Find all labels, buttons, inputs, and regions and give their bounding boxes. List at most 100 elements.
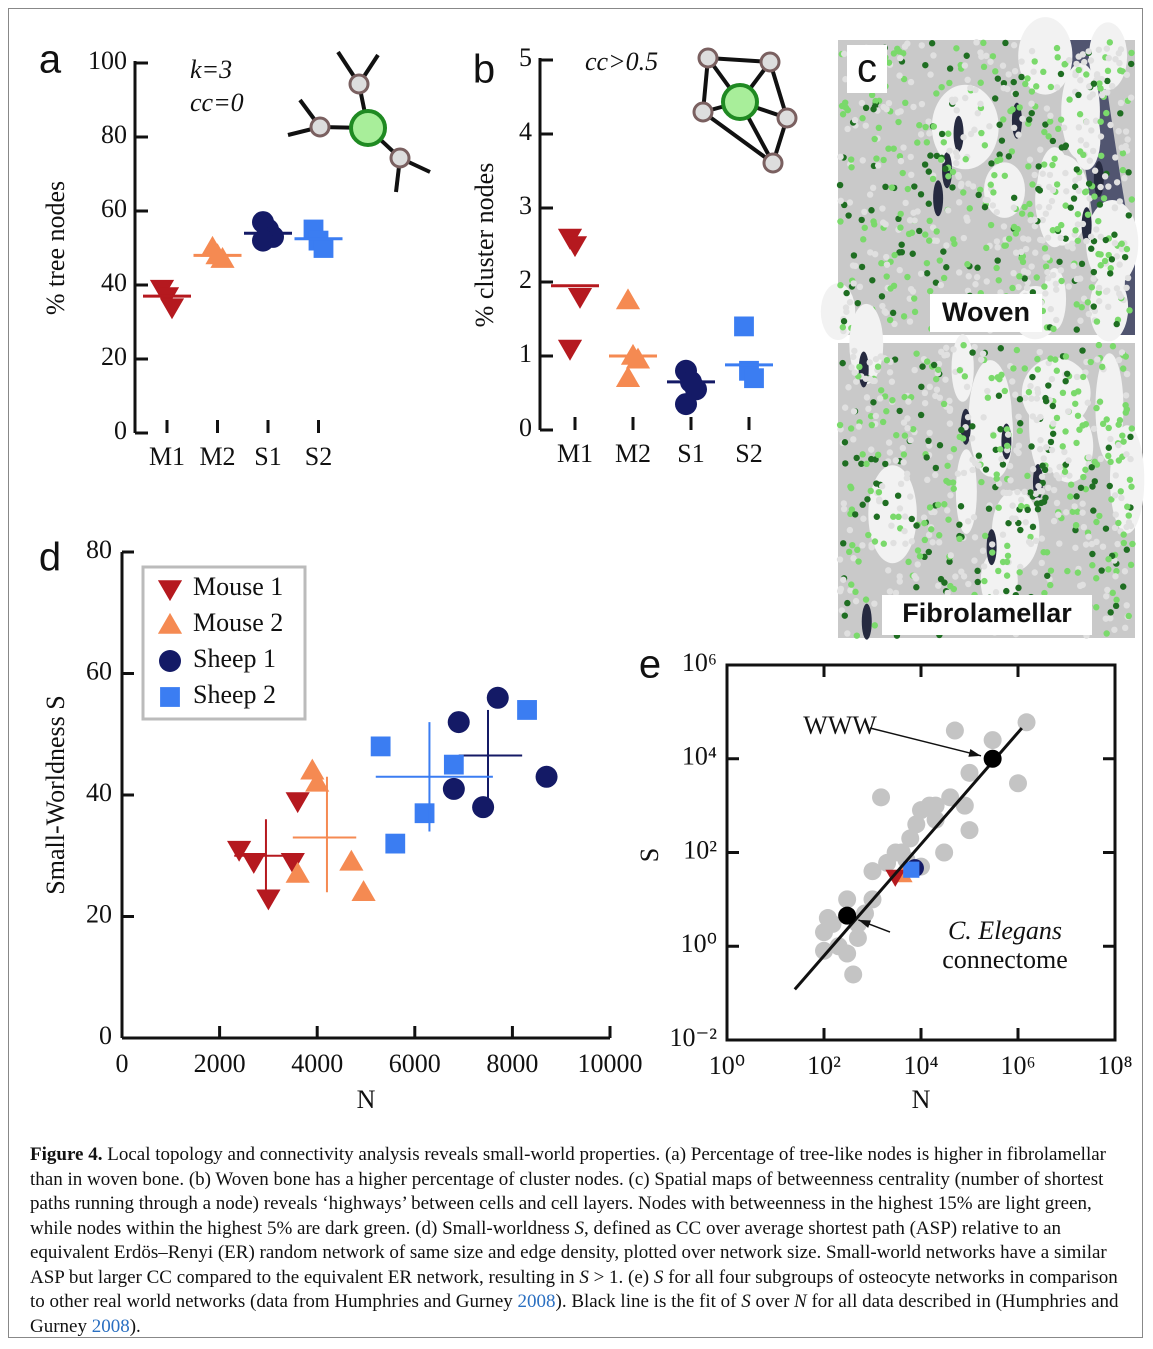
map-node — [844, 599, 851, 607]
map-node — [1089, 550, 1096, 558]
map-node — [893, 431, 900, 439]
map-node — [1073, 301, 1080, 308]
annotation: k=3 — [190, 55, 232, 84]
map-node — [900, 451, 908, 458]
figure-caption: Figure 4. Local topology and connectivit… — [30, 1143, 1135, 1339]
map-node — [1119, 432, 1126, 439]
map-node — [1018, 58, 1025, 65]
map-node — [1062, 202, 1069, 209]
map-node — [1093, 604, 1100, 611]
map-node — [1123, 71, 1131, 78]
map-node — [1041, 283, 1048, 290]
map-node — [1053, 286, 1060, 293]
map-node — [1029, 523, 1037, 531]
map-node — [1047, 305, 1055, 313]
map-node — [936, 394, 944, 401]
x-tick-label: 6000 — [389, 1049, 441, 1078]
map-node — [1010, 365, 1017, 372]
map-node — [991, 171, 998, 179]
map-node — [933, 375, 940, 383]
map-node — [1108, 496, 1115, 503]
map-node — [1064, 567, 1071, 575]
map-node — [960, 469, 968, 477]
map-node — [978, 129, 985, 137]
map-node — [983, 52, 990, 60]
map-node — [1113, 596, 1120, 604]
map-node — [981, 577, 988, 585]
map-node — [1034, 389, 1042, 397]
map-node — [964, 287, 972, 294]
map-node — [1121, 568, 1129, 575]
map-node — [900, 75, 908, 83]
data-point — [210, 247, 235, 268]
map-node — [1075, 187, 1083, 194]
map-node — [1039, 170, 1046, 177]
map-node — [930, 52, 937, 59]
map-node — [860, 236, 867, 243]
map-node — [1010, 124, 1018, 132]
map-node — [907, 153, 914, 161]
map-node — [1012, 90, 1019, 98]
map-node — [1049, 161, 1056, 169]
x-tick-label: S1 — [254, 442, 281, 471]
caption-link[interactable]: 2008 — [517, 1291, 556, 1312]
caption-text: S — [579, 1266, 589, 1288]
map-node — [1096, 80, 1103, 87]
map-node — [1097, 262, 1104, 269]
map-node — [894, 492, 902, 499]
map-node — [1090, 507, 1097, 514]
map-node — [971, 557, 978, 564]
map-node — [1077, 484, 1085, 491]
map-node — [899, 444, 907, 452]
map-node — [883, 357, 891, 364]
data-point — [447, 711, 470, 734]
map-node — [1126, 307, 1133, 314]
map-node — [1052, 356, 1059, 363]
map-node — [840, 576, 847, 583]
map-node — [1038, 535, 1046, 542]
map-node — [1059, 389, 1067, 397]
map-node — [1048, 197, 1056, 205]
map-node — [1079, 500, 1086, 507]
map-node — [1074, 221, 1082, 228]
map-node — [1024, 269, 1032, 276]
map-node — [870, 399, 877, 406]
map-node — [979, 547, 987, 554]
annotation: WWW — [803, 711, 877, 740]
data-point — [1017, 713, 1036, 732]
map-node — [1095, 341, 1103, 349]
map-node — [988, 541, 996, 548]
map-node — [1031, 569, 1038, 576]
map-node — [997, 446, 1004, 453]
map-node — [913, 350, 920, 357]
map-node — [1112, 55, 1119, 63]
map-node — [994, 157, 1001, 165]
map-node — [888, 522, 895, 529]
map-node — [849, 541, 856, 549]
annotation: connectome — [942, 945, 1068, 974]
map-node — [1074, 508, 1081, 515]
map-node — [1044, 234, 1052, 241]
map-node — [879, 205, 886, 212]
map-node — [1091, 193, 1098, 200]
map-node — [1079, 509, 1086, 516]
map-node — [1109, 589, 1116, 597]
map-node — [1029, 465, 1037, 473]
map-node — [1121, 253, 1129, 261]
map-node — [845, 548, 853, 556]
map-node — [961, 62, 969, 69]
map-node — [1028, 88, 1036, 95]
map-node — [944, 207, 952, 214]
map-node — [958, 180, 965, 188]
map-node — [1057, 234, 1064, 242]
image-label-box — [930, 294, 1042, 332]
map-node — [1124, 503, 1131, 510]
map-node — [1046, 171, 1054, 179]
map-node — [1100, 195, 1108, 202]
map-node — [850, 252, 858, 259]
data-point — [285, 861, 310, 883]
caption-link[interactable]: 2008 — [91, 1315, 130, 1337]
map-node — [1076, 111, 1084, 118]
data-point — [844, 965, 863, 984]
map-node — [906, 295, 913, 302]
